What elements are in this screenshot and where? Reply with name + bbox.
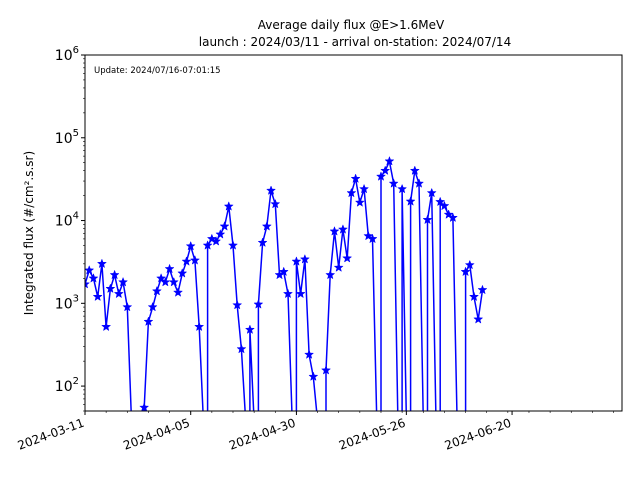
data-point-star [261, 221, 272, 231]
data-point-star [244, 324, 255, 334]
data-point-star [329, 226, 340, 236]
data-point-star [265, 185, 277, 195]
data-point-star [468, 291, 480, 302]
data-point-star [96, 258, 107, 269]
data-point-star [85, 265, 95, 275]
data-point-star [113, 288, 124, 299]
data-point-star [223, 201, 234, 211]
y-tick-label: 103 [55, 293, 79, 312]
data-point-star [477, 284, 488, 295]
data-point-star [384, 155, 395, 166]
data-point-star [380, 165, 391, 176]
data-point-star [413, 178, 425, 188]
data-point-star [388, 178, 399, 188]
data-point-star [333, 262, 344, 272]
data-point-star [101, 321, 112, 332]
data-point-star [185, 240, 196, 251]
y-tick-label: 102 [55, 376, 79, 395]
data-point-star [105, 283, 116, 294]
data-point-star [227, 240, 239, 250]
data-point-star [232, 299, 243, 310]
data-point-star [405, 196, 416, 206]
data-point-star [122, 301, 133, 312]
x-tick-label: 2024-03-11 [16, 416, 86, 453]
data-point-star [88, 273, 99, 283]
data-point-star [181, 256, 192, 266]
x-tick-label: 2024-04-05 [121, 416, 191, 453]
data-point-star [219, 221, 230, 231]
data-point-star [299, 254, 310, 264]
data-point-star [439, 200, 450, 211]
data-point-star [118, 276, 129, 287]
plot-frame [84, 54, 623, 412]
data-point-star [282, 288, 294, 299]
data-point-star [236, 343, 247, 354]
data-point-star [367, 233, 378, 244]
x-tick-label: 2024-04-30 [227, 416, 297, 453]
data-point-star [325, 269, 336, 280]
data-point-star [350, 173, 361, 184]
data-point-star [464, 259, 475, 270]
data-point-star [460, 266, 471, 277]
data-point-star [320, 365, 332, 375]
data-point-star [342, 252, 353, 263]
data-point-star [295, 288, 306, 299]
data-point-star [164, 263, 175, 274]
data-point-star [92, 291, 103, 302]
x-tick-label: 2024-05-26 [337, 416, 407, 453]
y-axis-label: Integrated flux (#/cm².s.sr) [22, 151, 36, 315]
data-point-star [139, 402, 150, 411]
data-point-star [211, 236, 222, 246]
data-point-star [194, 321, 205, 332]
data-point-star [359, 183, 370, 194]
data-point-star [435, 196, 446, 207]
data-point-star [375, 171, 387, 181]
data-point-star [189, 255, 200, 265]
chart-subtitle: launch : 2024/03/11 - arrival on-station… [199, 35, 511, 49]
data-point-star [291, 256, 302, 266]
y-tick-label: 106 [55, 45, 79, 64]
data-point-star [172, 287, 184, 297]
data-point-star [253, 299, 264, 309]
data-point-star [354, 197, 365, 207]
y-tick-label: 104 [55, 211, 79, 230]
data-point-star [363, 230, 374, 241]
data-point-star [85, 278, 91, 289]
data-point-star [202, 240, 213, 250]
data-point-star [278, 266, 289, 277]
data-point-star [426, 187, 437, 198]
data-point-star [147, 301, 158, 312]
data-point-star [177, 268, 188, 278]
data-point-star [337, 224, 348, 234]
data-point-star [409, 165, 420, 176]
data-point-star [397, 183, 408, 194]
update-annotation: Update: 2024/07/16-07:01:15 [94, 66, 221, 76]
data-point-star [270, 198, 281, 209]
data-point-star [308, 371, 319, 381]
y-tick-label: 105 [55, 128, 79, 147]
chart-title: Average daily flux @E>1.6MeV [258, 18, 445, 32]
data-point-star [422, 214, 433, 225]
series-line [85, 160, 484, 411]
data-point-star [160, 276, 171, 287]
data-point-star [447, 212, 458, 223]
x-tick-label: 2024-06-20 [443, 416, 513, 453]
data-point-star [109, 269, 120, 280]
data-point-star [168, 276, 179, 287]
data-point-star [346, 187, 357, 198]
data-point-star [151, 285, 162, 296]
data-point-star [206, 233, 217, 244]
data-point-star [473, 314, 484, 324]
plot-marks [85, 155, 488, 411]
data-point-star [143, 316, 154, 326]
data-point-star [304, 349, 315, 359]
data-point-star [156, 273, 167, 283]
data-point-star [257, 237, 268, 247]
data-point-star [215, 229, 226, 239]
